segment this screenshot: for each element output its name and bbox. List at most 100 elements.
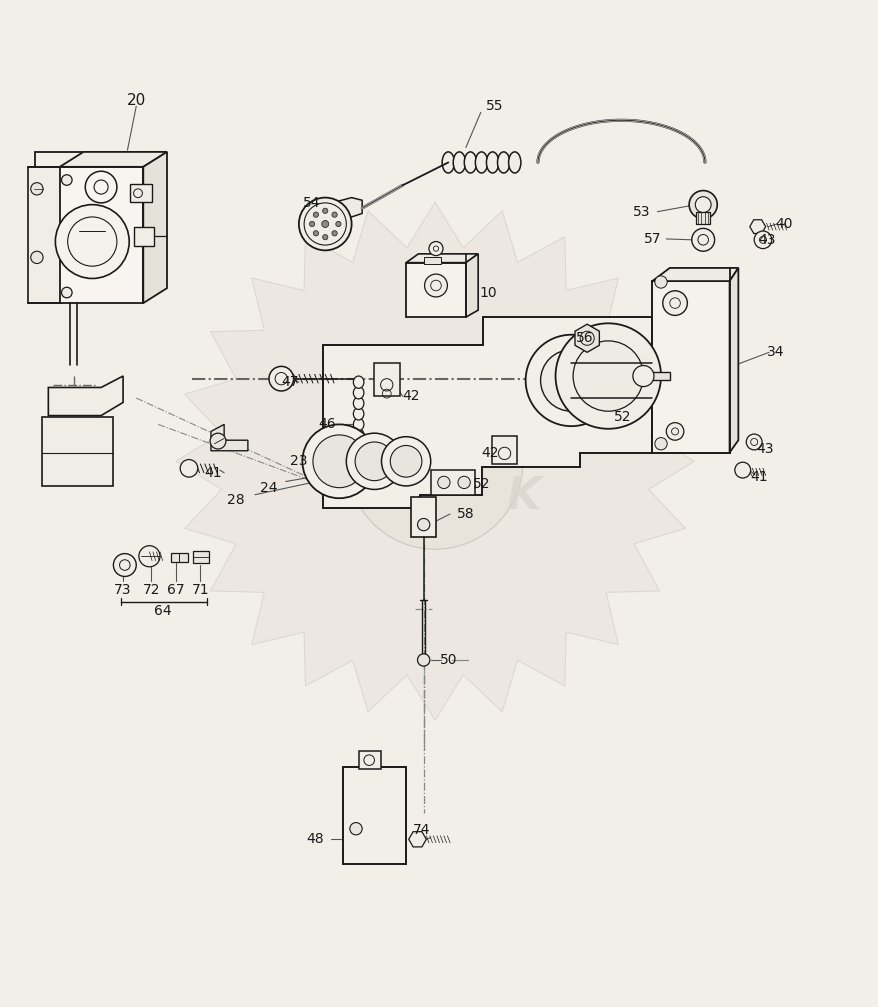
Ellipse shape [353, 429, 363, 441]
Text: 64: 64 [154, 604, 171, 617]
Circle shape [85, 171, 117, 202]
Circle shape [654, 438, 666, 450]
Circle shape [424, 274, 447, 297]
Polygon shape [574, 324, 599, 352]
Bar [193, 551, 209, 563]
Text: 50: 50 [439, 653, 457, 667]
Text: 41: 41 [204, 465, 221, 479]
Circle shape [302, 424, 376, 498]
Bar [406, 263, 465, 317]
Circle shape [349, 823, 362, 835]
Ellipse shape [442, 152, 454, 173]
Circle shape [688, 190, 716, 219]
Circle shape [313, 212, 318, 218]
Circle shape [745, 434, 761, 450]
Circle shape [691, 229, 714, 251]
Circle shape [31, 251, 43, 264]
Circle shape [322, 235, 327, 240]
Bar [651, 281, 729, 452]
Circle shape [304, 202, 346, 245]
Polygon shape [48, 376, 123, 416]
Text: 48: 48 [306, 832, 323, 846]
Ellipse shape [508, 152, 521, 173]
Text: 55: 55 [486, 100, 503, 113]
Bar [411, 497, 435, 537]
Polygon shape [749, 220, 765, 234]
Text: 28: 28 [227, 493, 244, 507]
Polygon shape [323, 317, 651, 508]
Bar [134, 227, 154, 246]
Bar [60, 167, 143, 303]
Circle shape [332, 212, 337, 218]
Ellipse shape [497, 152, 509, 173]
Bar [170, 553, 188, 562]
Circle shape [61, 287, 72, 298]
Circle shape [428, 242, 443, 256]
Text: 47: 47 [281, 376, 299, 389]
Text: 43: 43 [755, 442, 773, 456]
Text: 52: 52 [472, 477, 490, 491]
Text: 53: 53 [632, 204, 650, 219]
Bar [358, 751, 380, 769]
Circle shape [321, 221, 328, 228]
Circle shape [347, 374, 522, 549]
Circle shape [180, 459, 198, 477]
Text: 52: 52 [613, 411, 630, 424]
Circle shape [753, 231, 771, 249]
Circle shape [540, 349, 601, 411]
Circle shape [299, 197, 351, 251]
Polygon shape [408, 832, 426, 847]
Text: 46: 46 [318, 417, 335, 431]
Text: 34: 34 [766, 345, 783, 359]
Polygon shape [325, 197, 362, 217]
Bar [695, 211, 709, 224]
Bar [423, 257, 441, 264]
Polygon shape [60, 152, 167, 167]
Polygon shape [406, 254, 478, 263]
Circle shape [654, 276, 666, 288]
Polygon shape [35, 152, 123, 279]
Bar [130, 184, 152, 202]
Text: 57: 57 [643, 232, 660, 246]
Circle shape [55, 204, 129, 279]
Text: 67: 67 [167, 583, 184, 596]
Circle shape [457, 476, 470, 488]
Circle shape [61, 175, 72, 185]
Text: 40: 40 [774, 217, 792, 231]
Circle shape [437, 476, 450, 488]
Circle shape [210, 433, 226, 449]
Circle shape [381, 437, 430, 486]
Circle shape [332, 231, 337, 236]
Bar [342, 767, 406, 864]
Text: 41: 41 [750, 470, 767, 484]
Text: 42: 42 [402, 390, 420, 403]
Text: K: K [505, 475, 540, 518]
Ellipse shape [353, 408, 363, 420]
Text: 72: 72 [142, 583, 160, 596]
Polygon shape [211, 424, 248, 451]
Circle shape [313, 435, 365, 487]
Circle shape [662, 291, 687, 315]
Circle shape [322, 208, 327, 213]
Circle shape [113, 554, 136, 576]
Text: 23: 23 [290, 454, 307, 468]
Ellipse shape [464, 152, 476, 173]
Circle shape [139, 546, 160, 567]
Circle shape [355, 442, 393, 480]
Bar [42, 417, 112, 486]
Text: 74: 74 [413, 824, 430, 838]
Bar [492, 436, 516, 464]
Text: OPT: OPT [411, 431, 511, 474]
Text: 73: 73 [114, 583, 132, 596]
Text: 24: 24 [260, 480, 277, 494]
Bar [28, 167, 61, 303]
Ellipse shape [475, 152, 487, 173]
Circle shape [313, 231, 318, 236]
Bar [643, 372, 669, 381]
Ellipse shape [353, 397, 363, 410]
Text: 71: 71 [191, 583, 209, 596]
Circle shape [309, 222, 314, 227]
Polygon shape [143, 152, 167, 303]
Circle shape [269, 367, 293, 391]
Ellipse shape [353, 387, 363, 399]
